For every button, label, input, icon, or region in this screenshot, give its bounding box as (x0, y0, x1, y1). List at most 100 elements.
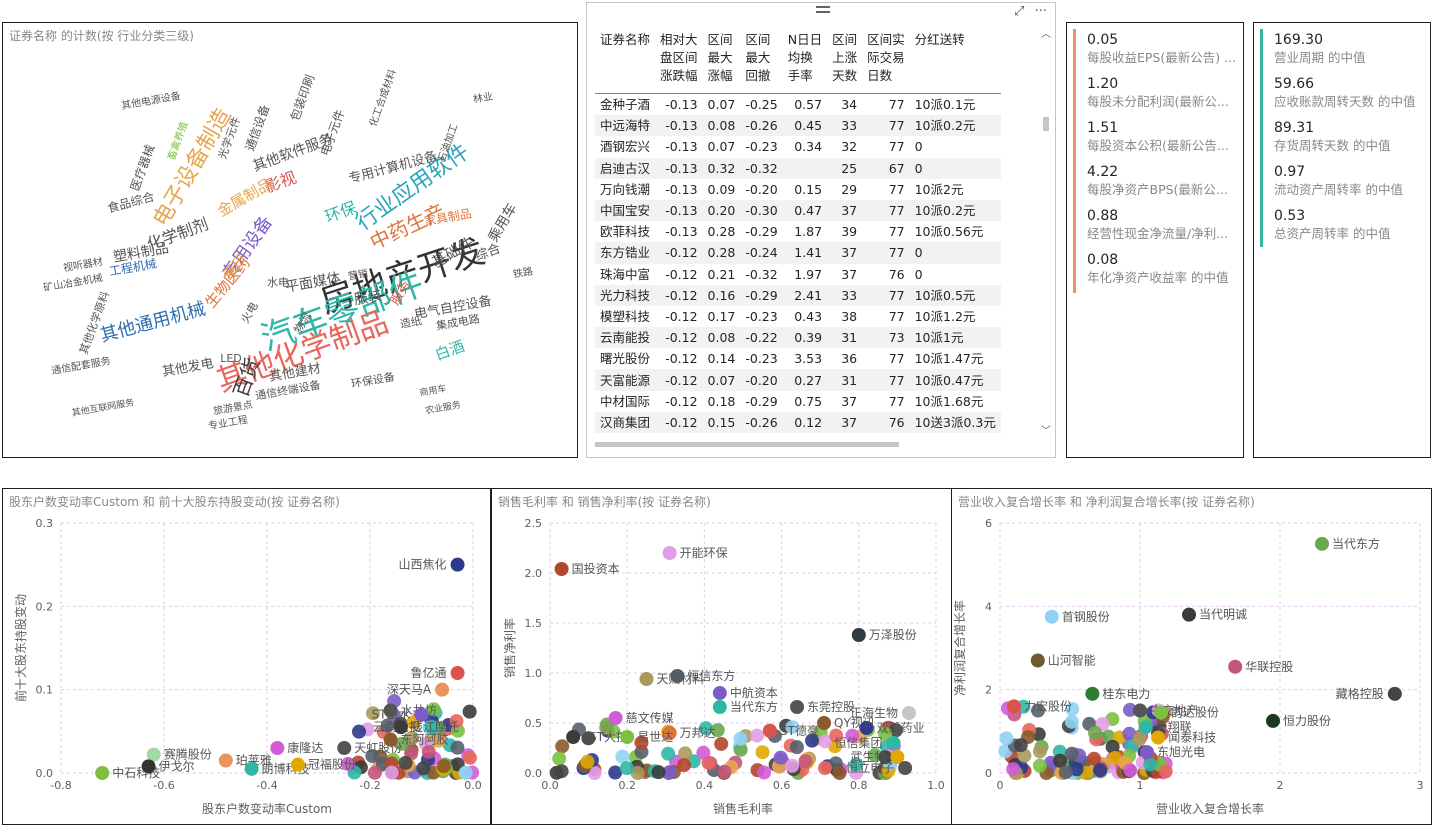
wordcloud-word[interactable]: 通信配套服务 (50, 354, 111, 377)
table-row[interactable]: 天富能源 -0.12 0.07 -0.20 0.27 31 77 10派0.47元 (595, 369, 1001, 391)
data-point[interactable] (1154, 705, 1168, 720)
data-point[interactable] (384, 765, 399, 780)
wordcloud-word[interactable]: 林业 (472, 89, 494, 105)
scatter-shareholder-change[interactable]: 股东户数变动率Custom 和 前十大股东持股变动(按 证券名称) -0.8 -0… (2, 488, 491, 825)
data-point[interactable] (678, 746, 693, 761)
wordcloud-word[interactable]: 金属制品 (214, 175, 275, 221)
data-point[interactable] (661, 746, 676, 761)
data-point[interactable] (365, 706, 380, 721)
data-point[interactable] (1065, 701, 1080, 716)
data-point[interactable] (1085, 686, 1100, 701)
wordcloud-word[interactable]: 商用车 (419, 382, 448, 399)
data-point[interactable] (1087, 751, 1102, 766)
data-point[interactable] (458, 765, 473, 780)
wordcloud-word[interactable]: 其他发电 (161, 355, 215, 380)
wordcloud-word[interactable]: 旅游景点 (212, 398, 254, 418)
data-point[interactable] (337, 741, 352, 755)
data-point[interactable] (383, 703, 398, 718)
data-point[interactable] (851, 628, 866, 642)
table-row[interactable]: 中远海特 -0.13 0.08 -0.26 0.45 33 77 10派0.2元 (595, 115, 1001, 137)
column-header[interactable]: N日日 均换 手率 (782, 29, 828, 94)
table-row[interactable]: 模塑科技 -0.12 0.17 -0.23 0.43 38 77 10派1.2元 (595, 306, 1001, 327)
data-point[interactable] (1088, 725, 1103, 740)
column-header[interactable]: 区间实 际交易 日数 (862, 29, 910, 94)
wordcloud-word[interactable]: 白酒 (433, 337, 467, 364)
drag-grip-icon[interactable] (816, 6, 830, 13)
data-point[interactable] (552, 751, 567, 766)
data-point[interactable] (1064, 714, 1079, 729)
table-row[interactable]: 金种子酒 -0.13 0.07 -0.25 0.57 34 77 10派0.1元 (595, 94, 1001, 116)
table-row[interactable]: 万向钱潮 -0.13 0.09 -0.20 0.15 29 77 10派2元 (595, 179, 1001, 200)
data-point[interactable] (1006, 762, 1021, 777)
data-point[interactable] (733, 731, 748, 746)
scroll-down-icon[interactable]: ﹀ (1041, 426, 1051, 437)
data-point[interactable] (878, 750, 893, 765)
wordcloud-word[interactable]: 农业服务 (424, 398, 462, 416)
data-point[interactable] (340, 756, 355, 771)
data-point[interactable] (696, 745, 711, 760)
wordcloud-word[interactable]: 食品综合 (106, 189, 156, 216)
data-point[interactable] (566, 730, 581, 744)
data-point[interactable] (1140, 745, 1154, 760)
data-point[interactable] (630, 765, 645, 780)
data-point[interactable] (1007, 699, 1021, 714)
wordcloud-word[interactable]: 服装 (353, 288, 383, 309)
data-point[interactable] (450, 666, 465, 680)
data-point[interactable] (785, 720, 800, 735)
table-row[interactable]: 中材国际 -0.12 0.18 -0.29 0.75 37 77 10派1.68元 (595, 391, 1001, 412)
data-point[interactable] (450, 557, 465, 572)
data-point[interactable] (763, 724, 778, 738)
data-point[interactable] (383, 732, 398, 747)
table-row[interactable]: 启迪古汉 -0.13 0.32 -0.32 25 67 0 (595, 157, 1001, 179)
table-row[interactable]: 汉商集团 -0.12 0.15 -0.26 0.12 37 76 10送3派0.3元 (595, 411, 1001, 433)
data-point[interactable] (380, 718, 395, 733)
table-row[interactable]: 东方锆业 -0.12 0.28 -0.24 1.41 37 77 0 (595, 242, 1001, 264)
data-point[interactable] (676, 758, 691, 773)
data-point[interactable] (424, 720, 439, 735)
wordcloud-word[interactable]: 其他通用机械 (98, 298, 208, 346)
data-point[interactable] (890, 750, 905, 764)
data-point[interactable] (393, 720, 408, 735)
wordcloud-panel[interactable]: 证券名称 的计数(按 行业分类三级) 房地产开发 汽车零部件 其他化学制品 电子设备制… (2, 22, 578, 458)
wordcloud-word[interactable]: 医疗器械 (127, 143, 158, 193)
data-point[interactable] (95, 766, 110, 780)
scatter-growth[interactable]: 营业收入复合增长率 和 净利润复合增长率(按 证券名称) 0 1 2 3 0 2 4 6 营业收… (951, 488, 1432, 825)
data-point[interactable] (1122, 726, 1137, 741)
data-point[interactable] (416, 761, 431, 776)
data-point[interactable] (817, 716, 832, 730)
data-point[interactable] (619, 761, 634, 776)
column-header[interactable]: 区间 上涨 天数 (827, 29, 863, 94)
vertical-scrollbar[interactable]: ︿ ﹀ (1041, 29, 1051, 437)
data-point[interactable] (662, 546, 677, 560)
vertical-scroll-thumb[interactable] (1043, 117, 1049, 131)
data-point[interactable] (1151, 730, 1166, 745)
expand-icon[interactable]: ⤢ (1014, 4, 1025, 19)
data-point[interactable] (141, 759, 156, 774)
data-point[interactable] (554, 562, 569, 576)
data-point[interactable] (1266, 713, 1280, 728)
data-point[interactable] (244, 761, 259, 776)
table-row[interactable]: 云南能投 -0.12 0.08 -0.22 0.39 31 73 10派1元 (595, 327, 1001, 349)
scatter-margin[interactable]: 销售毛利率 和 销售净利率(按 证券名称) 0.0 0.2 0.4 0.6 0.8 1.0… (491, 488, 952, 825)
wordcloud-word[interactable]: 环保设备 (350, 369, 396, 390)
scroll-up-icon[interactable]: ︿ (1041, 29, 1051, 40)
wordcloud-word[interactable]: 通信设备 (243, 103, 273, 153)
data-point[interactable] (717, 764, 732, 779)
data-point[interactable] (829, 728, 844, 743)
table-row[interactable]: 中国宝安 -0.13 0.20 -0.30 0.47 37 77 10派0.2元 (595, 199, 1001, 222)
table-row[interactable]: 光力科技 -0.12 0.16 -0.29 2.41 33 77 10派0.5元 (595, 284, 1001, 306)
data-point[interactable] (849, 757, 864, 772)
data-point[interactable] (714, 736, 729, 751)
data-point[interactable] (651, 765, 666, 780)
data-point[interactable] (1013, 738, 1028, 753)
data-point[interactable] (639, 672, 654, 686)
data-point[interactable] (615, 749, 630, 764)
data-point[interactable] (367, 765, 382, 780)
data-point[interactable] (999, 731, 1014, 746)
data-point[interactable] (901, 706, 916, 720)
data-point[interactable] (581, 731, 596, 746)
data-point[interactable] (859, 721, 874, 735)
column-header[interactable]: 证券名称 (595, 29, 656, 94)
data-point[interactable] (710, 723, 725, 738)
table-row[interactable]: 曙光股份 -0.12 0.14 -0.23 3.53 36 77 10派1.47元 (595, 348, 1001, 369)
